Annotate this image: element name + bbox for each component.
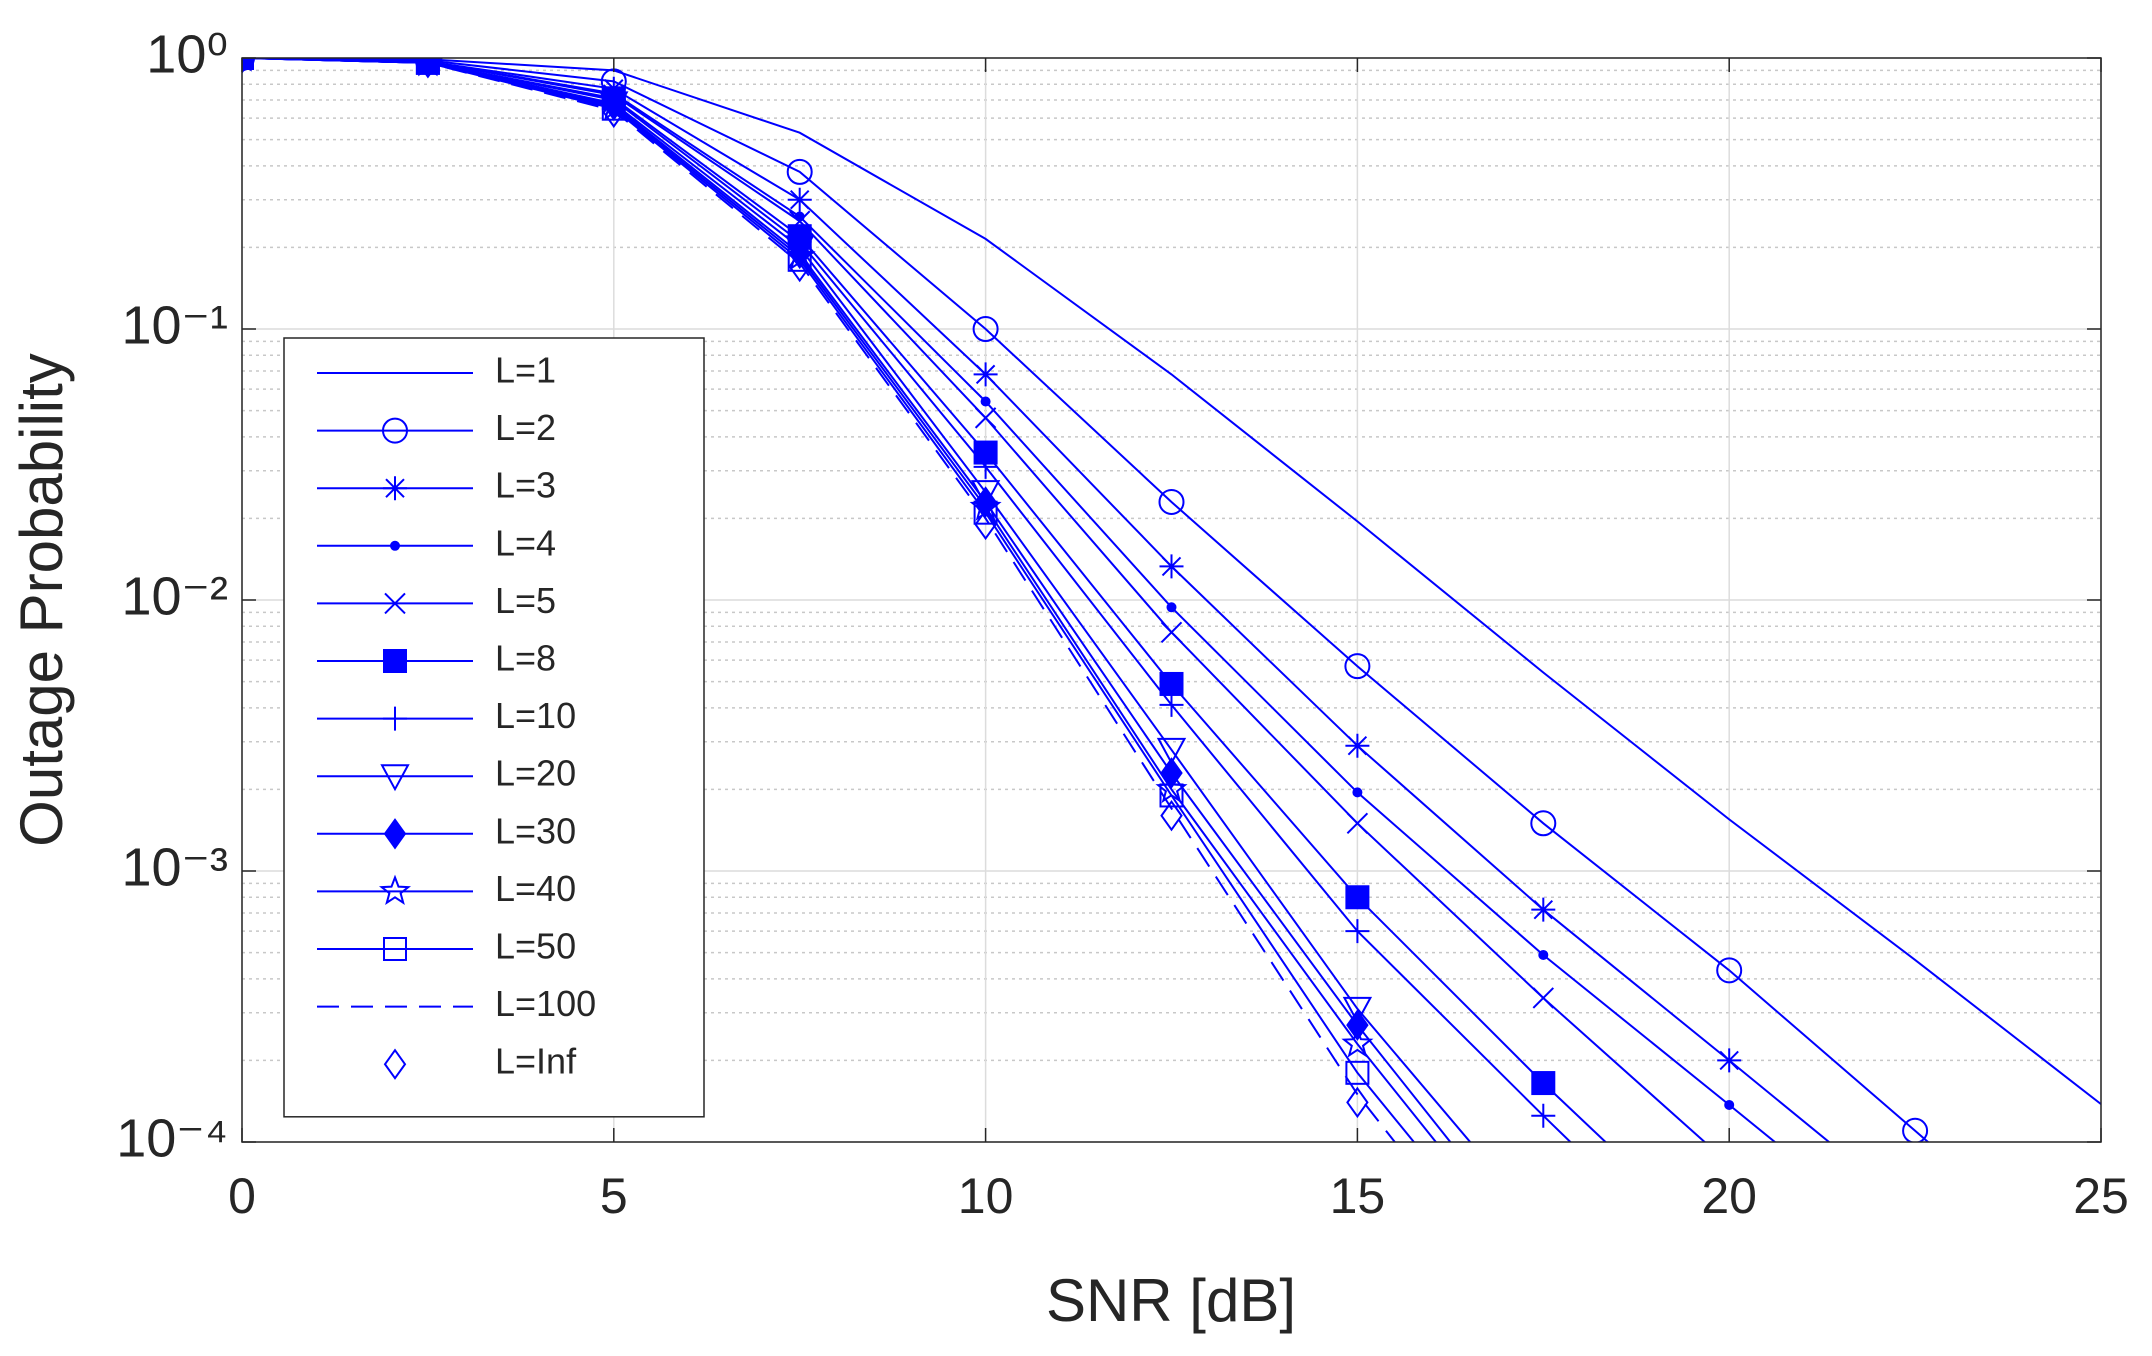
y-tick-label: 10⁻⁴ — [116, 1108, 228, 1168]
x-axis-label: SNR [dB] — [1046, 1267, 1296, 1334]
marker — [1342, 996, 1373, 1024]
marker — [1345, 919, 1370, 944]
marker — [1159, 692, 1184, 717]
y-tick-label: 10⁻³ — [121, 837, 228, 897]
legend-label: L=20 — [495, 753, 576, 794]
marker — [1346, 812, 1369, 834]
legend-label: L=Inf — [495, 1041, 577, 1082]
marker — [1346, 1009, 1369, 1041]
marker — [787, 187, 812, 212]
marker — [974, 508, 997, 541]
x-tick-label: 15 — [1330, 1168, 1386, 1224]
marker — [1531, 1071, 1556, 1096]
legend-label: L=4 — [495, 522, 556, 563]
marker — [1530, 810, 1557, 837]
marker — [786, 158, 813, 185]
marker — [1531, 897, 1556, 922]
marker — [1716, 957, 1743, 984]
marker — [1344, 653, 1371, 680]
marker — [1538, 949, 1549, 960]
marker — [1346, 1086, 1369, 1119]
marker — [1345, 1060, 1370, 1085]
marker — [1159, 554, 1184, 579]
marker — [1345, 733, 1370, 758]
marker — [974, 407, 997, 429]
y-axis-label: Outage Probability — [8, 353, 75, 847]
legend-marker — [380, 764, 410, 792]
y-tick-label: 10⁻¹ — [121, 295, 228, 355]
marker — [973, 362, 998, 387]
marker — [973, 500, 998, 525]
marker — [787, 247, 812, 272]
legend-marker — [383, 706, 407, 731]
y-tick-label: 10⁻² — [121, 566, 228, 626]
marker — [1724, 1099, 1735, 1110]
marker — [1156, 737, 1187, 765]
marker — [788, 250, 811, 283]
marker — [1345, 885, 1370, 910]
marker — [1531, 1103, 1556, 1128]
marker — [1352, 787, 1363, 798]
legend-label: L=8 — [495, 638, 556, 679]
marker — [416, 58, 440, 78]
marker — [973, 454, 998, 479]
legend-label: L=3 — [495, 465, 556, 506]
x-tick-label: 20 — [1701, 1168, 1757, 1224]
series-line — [242, 58, 2101, 1105]
marker — [1160, 799, 1183, 832]
legend-marker — [383, 937, 407, 961]
marker — [1160, 621, 1183, 644]
x-tick-label: 0 — [228, 1168, 256, 1224]
legend-label: L=2 — [495, 407, 556, 448]
marker — [1717, 1048, 1742, 1073]
legend-marker — [390, 540, 400, 551]
legend-marker — [378, 874, 412, 905]
legend-marker — [383, 649, 407, 673]
legend-label: L=50 — [495, 926, 576, 967]
x-tick-label: 10 — [958, 1168, 1014, 1224]
legend-label: L=1 — [495, 350, 556, 391]
legend-label: L=10 — [495, 695, 576, 736]
marker — [1341, 1027, 1374, 1058]
legend-label: L=100 — [495, 983, 596, 1024]
legend-label: L=5 — [495, 580, 556, 621]
marker — [980, 396, 991, 407]
series-line — [242, 58, 1930, 1142]
legend-marker — [383, 1048, 407, 1080]
marker — [1902, 1117, 1929, 1142]
legend-marker — [382, 417, 408, 444]
marker — [1532, 987, 1555, 1009]
marker — [972, 316, 999, 342]
marker — [1159, 671, 1184, 696]
marker — [602, 96, 626, 129]
x-tick-label: 25 — [2073, 1168, 2129, 1224]
marker — [1166, 602, 1177, 613]
legend-marker — [383, 818, 407, 850]
legend-marker — [383, 476, 407, 501]
legend-box — [283, 337, 705, 1118]
x-tick-label: 5 — [600, 1168, 628, 1224]
legend-label: L=30 — [495, 810, 576, 851]
legend-marker — [384, 592, 406, 615]
marker — [1159, 783, 1184, 808]
series-line — [242, 58, 1397, 1142]
marker — [1158, 488, 1185, 515]
legend-label: L=40 — [495, 868, 576, 909]
y-tick-label: 10⁰ — [146, 24, 228, 84]
series-line — [242, 58, 1831, 1142]
